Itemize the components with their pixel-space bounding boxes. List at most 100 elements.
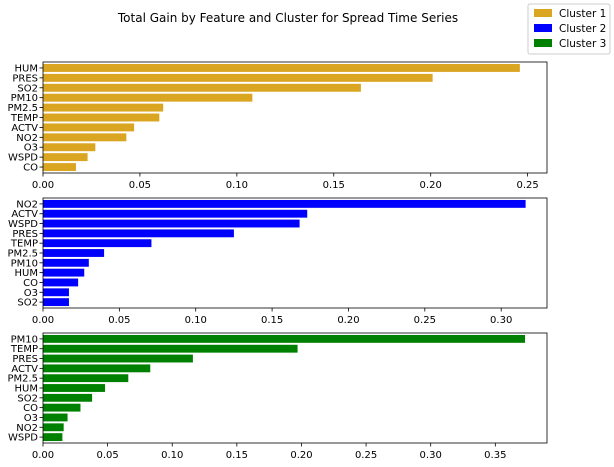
bar-temp — [43, 113, 160, 122]
y-tick-label: HUM — [15, 384, 38, 395]
bar-o3 — [43, 143, 96, 152]
legend-label: Cluster 3 — [559, 38, 606, 50]
x-tick-label: 0.10 — [185, 315, 207, 326]
bar-hum — [43, 384, 106, 392]
y-tick-label: O3 — [24, 288, 38, 299]
axes-frame — [42, 61, 548, 174]
bar-so2 — [43, 83, 361, 92]
x-tick-label: 0.15 — [261, 315, 283, 326]
bar-co — [43, 403, 81, 412]
x-tick-label: 0.10 — [226, 180, 248, 191]
y-tick-label: ACTV — [11, 364, 38, 375]
bar-temp — [43, 344, 298, 353]
y-tick-label: O3 — [24, 413, 38, 424]
bar-actv — [43, 123, 135, 132]
y-tick-label: WSPD — [8, 153, 38, 164]
bar-no2 — [43, 199, 526, 208]
x-tick-label: 0.30 — [420, 450, 442, 461]
legend-swatch — [534, 24, 552, 32]
legend-entry-cluster-3: Cluster 3 — [534, 38, 606, 50]
y-tick-label: NO2 — [16, 199, 38, 210]
x-tick-label: 0.25 — [355, 450, 377, 461]
legend-label: Cluster 2 — [559, 23, 606, 35]
legend-entry-cluster-2: Cluster 2 — [534, 23, 606, 35]
y-tick-label: WSPD — [8, 219, 38, 230]
x-tick-label: 0.25 — [414, 315, 436, 326]
figure-title: Total Gain by Feature and Cluster for Sp… — [117, 11, 458, 25]
bar-pm10 — [43, 334, 526, 343]
y-tick-label: NO2 — [16, 133, 38, 144]
x-tick-label: 0.25 — [516, 180, 538, 191]
bar-hum — [43, 63, 520, 72]
y-tick-label: PM2.5 — [7, 374, 38, 385]
bar-no2 — [43, 133, 127, 142]
x-tick-label: 0.05 — [129, 180, 151, 191]
bar-actv — [43, 209, 308, 218]
y-tick-label: CO — [23, 403, 38, 414]
bar-pres — [43, 354, 193, 363]
bar-pm2-5 — [43, 103, 164, 112]
y-tick-label: CO — [23, 163, 38, 174]
y-tick-label: PRES — [12, 229, 38, 240]
bar-so2 — [43, 393, 93, 402]
axes-frame — [42, 332, 548, 444]
x-tick-label: 0.30 — [490, 315, 512, 326]
y-tick-label: TEMP — [10, 239, 38, 250]
legend: Cluster 1 Cluster 2 Cluster 3 — [527, 3, 611, 55]
y-tick-label: PM2.5 — [7, 103, 38, 114]
y-tick-label: PRES — [12, 73, 38, 84]
y-tick-label: PRES — [12, 354, 38, 365]
bar-wspd — [43, 153, 88, 162]
bar-o3 — [43, 413, 68, 422]
y-tick-label: PM2.5 — [7, 249, 38, 260]
y-tick-label: ACTV — [11, 209, 38, 220]
x-tick-label: 0.00 — [32, 315, 54, 326]
y-tick-label: HUM — [15, 63, 38, 74]
y-tick-label: PM10 — [11, 258, 38, 269]
y-tick-label: TEMP — [10, 344, 38, 355]
y-tick-label: PM10 — [11, 334, 38, 345]
y-tick-label: WSPD — [8, 433, 38, 444]
bar-o3 — [43, 288, 69, 297]
x-tick-label: 0.05 — [96, 450, 118, 461]
y-tick-label: TEMP — [10, 113, 38, 124]
y-tick-label: SO2 — [17, 298, 38, 309]
y-tick-label: ACTV — [11, 123, 38, 134]
bar-no2 — [43, 423, 64, 432]
x-tick-label: 0.05 — [108, 315, 130, 326]
bar-co — [43, 278, 79, 287]
bar-actv — [43, 364, 151, 373]
bar-pm2-5 — [43, 249, 105, 257]
bar-hum — [43, 268, 85, 277]
x-tick-label: 0.00 — [32, 450, 54, 461]
x-tick-label: 0.20 — [420, 180, 442, 191]
axes-frame — [42, 197, 548, 309]
y-tick-label: SO2 — [17, 393, 38, 404]
bar-wspd — [43, 219, 300, 228]
legend-swatch — [534, 39, 552, 47]
bar-pres — [43, 73, 433, 82]
x-tick-label: 0.15 — [226, 450, 248, 461]
legend-swatch — [534, 9, 552, 17]
x-tick-label: 0.10 — [161, 450, 183, 461]
y-tick-label: HUM — [15, 268, 38, 279]
y-tick-label: SO2 — [17, 83, 38, 94]
y-tick-label: O3 — [24, 143, 38, 154]
x-tick-label: 0.00 — [32, 180, 54, 191]
y-tick-label: NO2 — [16, 423, 38, 434]
y-tick-label: PM10 — [11, 93, 38, 104]
bar-pm10 — [43, 93, 253, 102]
bar-pm2-5 — [43, 374, 129, 383]
legend-label: Cluster 1 — [559, 8, 606, 20]
bar-so2 — [43, 298, 69, 307]
x-tick-label: 0.15 — [323, 180, 345, 191]
x-tick-label: 0.20 — [290, 450, 312, 461]
y-tick-label: CO — [23, 278, 38, 289]
bar-temp — [43, 239, 152, 248]
bar-pm10 — [43, 258, 89, 267]
bar-wspd — [43, 433, 63, 442]
